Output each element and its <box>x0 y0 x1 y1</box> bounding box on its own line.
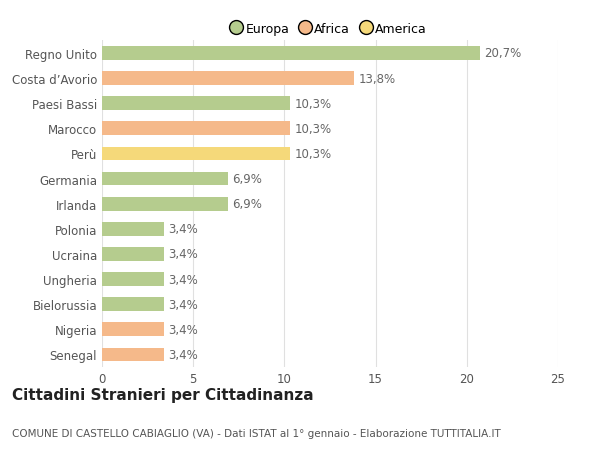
Bar <box>102 297 164 311</box>
Text: 6,9%: 6,9% <box>232 173 262 186</box>
Text: COMUNE DI CASTELLO CABIAGLIO (VA) - Dati ISTAT al 1° gennaio - Elaborazione TUTT: COMUNE DI CASTELLO CABIAGLIO (VA) - Dati… <box>12 428 501 438</box>
Text: 20,7%: 20,7% <box>484 47 521 60</box>
Bar <box>102 223 164 236</box>
Bar <box>102 348 164 362</box>
Bar <box>102 147 290 161</box>
Text: 10,3%: 10,3% <box>295 97 332 111</box>
Text: 10,3%: 10,3% <box>295 148 332 161</box>
Bar <box>102 323 164 336</box>
Text: 3,4%: 3,4% <box>169 248 199 261</box>
Text: Cittadini Stranieri per Cittadinanza: Cittadini Stranieri per Cittadinanza <box>12 387 314 403</box>
Text: 3,4%: 3,4% <box>169 323 199 336</box>
Bar <box>102 273 164 286</box>
Text: 3,4%: 3,4% <box>169 273 199 286</box>
Bar <box>102 122 290 136</box>
Text: 3,4%: 3,4% <box>169 348 199 361</box>
Text: 3,4%: 3,4% <box>169 298 199 311</box>
Text: 13,8%: 13,8% <box>358 73 395 85</box>
Bar <box>102 247 164 261</box>
Bar <box>102 197 228 211</box>
Text: 10,3%: 10,3% <box>295 123 332 135</box>
Bar <box>102 172 228 186</box>
Bar <box>102 72 354 86</box>
Bar <box>102 97 290 111</box>
Text: 6,9%: 6,9% <box>232 198 262 211</box>
Text: 3,4%: 3,4% <box>169 223 199 236</box>
Bar <box>102 47 479 61</box>
Legend: Europa, Africa, America: Europa, Africa, America <box>228 18 432 41</box>
